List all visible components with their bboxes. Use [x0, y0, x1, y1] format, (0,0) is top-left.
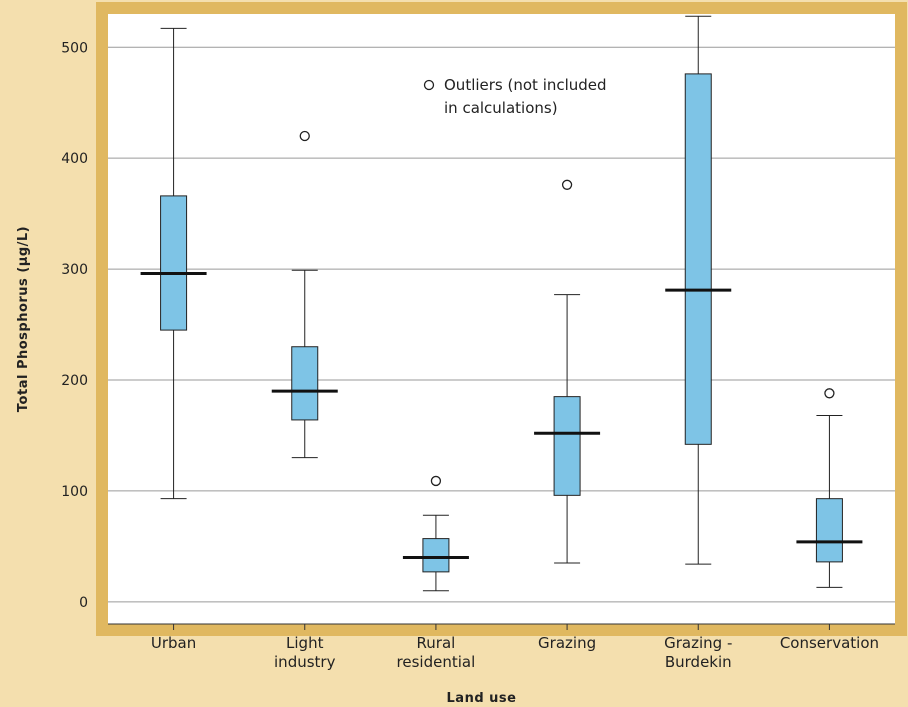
x-category-label: Urban [151, 634, 196, 652]
y-tick-label: 0 [79, 595, 88, 611]
box-group [665, 15, 732, 565]
legend-line-1: Outliers (not included [444, 76, 607, 94]
box-group [140, 27, 207, 500]
x-category-label: Grazing - [664, 634, 732, 652]
x-category-label: residential [397, 653, 476, 671]
box-group [271, 130, 338, 459]
iqr-box [160, 195, 188, 331]
x-category-label: Grazing [538, 634, 596, 652]
outlier-point [824, 388, 835, 399]
y-tick-label: 500 [61, 40, 88, 56]
x-category-label: Light [286, 634, 324, 652]
legend: Outliers (not included in calculations) [423, 76, 607, 117]
y-tick-label: 200 [61, 373, 88, 389]
iqr-box [815, 498, 843, 563]
box-group [402, 475, 469, 592]
y-axis-title: Total Phosphorus (µg/L) [16, 226, 31, 412]
iqr-box [422, 538, 450, 573]
legend-line-2: in calculations) [444, 99, 558, 117]
x-category-label: Rural [417, 634, 456, 652]
plot-area [108, 14, 895, 624]
iqr-box [684, 73, 712, 445]
x-category-label: industry [274, 653, 336, 671]
outlier-point [299, 130, 310, 142]
y-axis-ticks: 0 100 200 300 400 500 [61, 40, 88, 611]
x-axis-title: Land use [447, 691, 517, 706]
legend-outlier-marker [423, 79, 435, 91]
y-tick-label: 100 [61, 484, 88, 500]
outlier-point [561, 179, 573, 190]
y-tick-label: 300 [61, 262, 88, 278]
grid-lines [108, 46, 895, 625]
iqr-box [291, 346, 319, 421]
x-category-label: Conservation [780, 634, 879, 652]
box-group [534, 179, 601, 564]
box-series [140, 15, 863, 592]
y-tick-label: 400 [61, 151, 88, 167]
plot-frame [96, 2, 907, 636]
box-group [796, 388, 863, 588]
iqr-box [553, 396, 581, 496]
x-category-label: Burdekin [665, 653, 732, 671]
outlier-point [430, 475, 442, 487]
